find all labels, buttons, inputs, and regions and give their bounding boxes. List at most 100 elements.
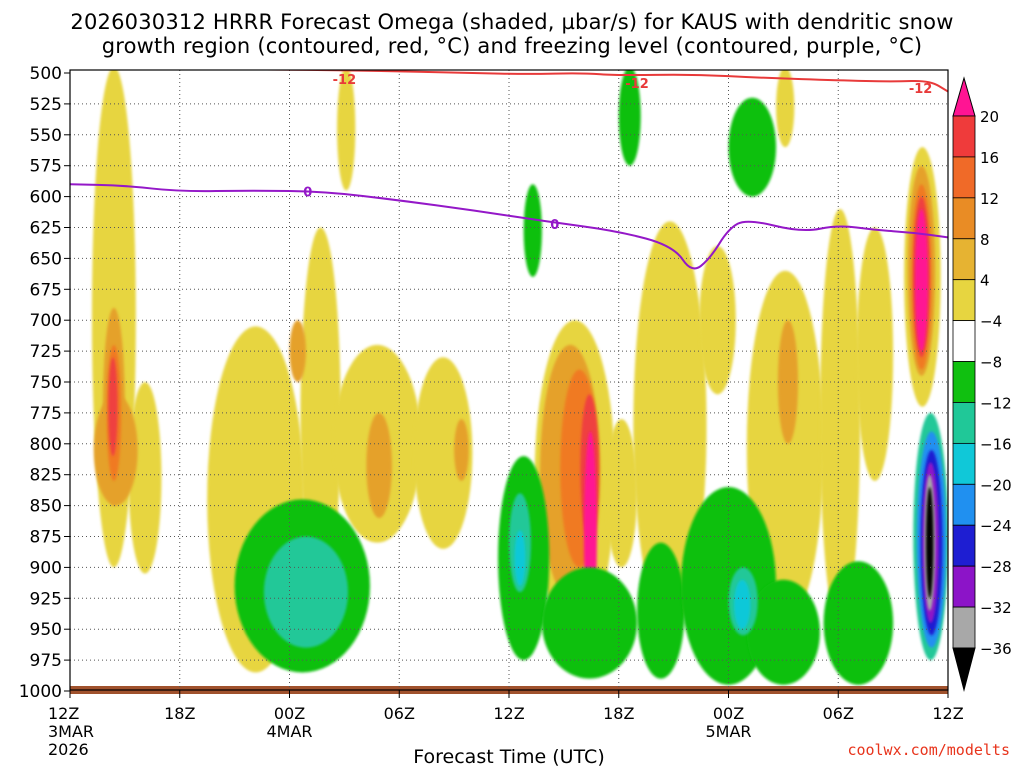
colorbar-segment xyxy=(952,197,976,240)
chart-title-line1: 2026030312 HRRR Forecast Omega (shaded, … xyxy=(70,10,954,34)
y-tick-label: 800 xyxy=(30,435,62,455)
omega-region xyxy=(541,567,638,679)
x-axis-label: Forecast Time (UTC) xyxy=(413,746,604,768)
x-tick-date: 4MAR xyxy=(266,722,312,741)
omega-region xyxy=(746,579,820,685)
y-tick-label: 550 xyxy=(30,126,62,146)
colorbar-segment xyxy=(952,483,976,526)
omega-region xyxy=(819,208,861,630)
colorbar: 20 16 12 8 4 −4 −8 −12 −16 −20 −24 −28 −32 −36 xyxy=(952,76,1012,692)
colorbar-label: −4 xyxy=(980,313,1002,331)
x-tick-label: 18Z xyxy=(603,704,634,723)
omega-region xyxy=(514,530,526,586)
y-tick-label: 750 xyxy=(30,373,62,393)
colorbar-label: −12 xyxy=(980,394,1012,412)
y-tick-label: 525 xyxy=(30,95,62,115)
omega-region xyxy=(637,542,685,679)
omega-region xyxy=(728,97,777,197)
omega-region xyxy=(263,536,349,648)
colorbar-top-arrow xyxy=(952,76,976,117)
contour-label: 0 xyxy=(303,186,312,201)
omega-region xyxy=(337,70,356,191)
y-tick-label: 900 xyxy=(30,558,62,578)
y-tick-label: 850 xyxy=(30,497,62,517)
colorbar-label: 12 xyxy=(980,190,999,208)
omega-region xyxy=(128,382,162,574)
omega-region xyxy=(633,221,707,630)
colorbar-label: −24 xyxy=(980,517,1012,535)
colorbar-label: 8 xyxy=(980,231,990,249)
chart-title-line2: growth region (contoured, red, °C) and f… xyxy=(101,34,923,58)
y-tick-label: 775 xyxy=(30,404,62,424)
omega-region xyxy=(605,419,638,568)
x-tick-label: 06Z xyxy=(384,704,415,723)
x-tick-label: 00Z xyxy=(713,704,744,723)
x-tick-label: 12Z xyxy=(493,704,524,723)
y-tick-label: 975 xyxy=(30,651,62,671)
y-tick-label: 575 xyxy=(30,157,62,177)
contour-label: 0 xyxy=(550,218,559,233)
colorbar-segment xyxy=(952,279,976,322)
omega-region xyxy=(108,357,118,457)
omega-region xyxy=(856,227,894,481)
omega-region xyxy=(776,70,795,148)
colorbar-label: −20 xyxy=(980,476,1012,494)
x-tick-label: 06Z xyxy=(823,704,854,723)
x-tick-label: 00Z xyxy=(274,704,305,723)
watermark: coolwx.com/modelts xyxy=(847,741,1010,759)
colorbar-label: −36 xyxy=(980,640,1012,658)
colorbar-segment xyxy=(952,565,976,608)
colorbar-label: 4 xyxy=(980,272,990,290)
colorbar-segment xyxy=(952,238,976,281)
omega-region xyxy=(618,70,641,166)
colorbar-label: −32 xyxy=(980,599,1012,617)
y-tick-label: 1000 xyxy=(19,682,62,702)
omega-region xyxy=(915,208,928,352)
y-tick-label: 600 xyxy=(30,188,62,208)
colorbar-segment xyxy=(952,320,976,362)
omega-region xyxy=(454,419,469,481)
contour-label: -12 xyxy=(625,77,649,92)
colorbar-label: −16 xyxy=(980,435,1012,453)
colorbar-label: −28 xyxy=(980,558,1012,576)
colorbar-segment xyxy=(952,524,976,567)
omega-region xyxy=(699,246,736,395)
colorbar-label: −8 xyxy=(980,354,1002,372)
colorbar-label: 16 xyxy=(980,149,999,167)
omega-region xyxy=(413,357,473,549)
y-axis: 500 525 550 575 600 625 650 675 700 725 750 775 800 8… xyxy=(19,64,70,702)
y-tick-label: 700 xyxy=(30,311,62,331)
colorbar-segment xyxy=(952,442,976,485)
y-tick-label: 650 xyxy=(30,249,62,269)
colorbar-segment xyxy=(952,115,976,158)
colorbar-bottom-arrow xyxy=(952,647,976,692)
contour-label: -12 xyxy=(909,82,933,97)
colorbar-segment xyxy=(952,361,976,403)
colorbar-label: 20 xyxy=(980,108,999,126)
y-tick-label: 675 xyxy=(30,280,62,300)
colorbar-segment xyxy=(952,156,976,199)
y-tick-label: 625 xyxy=(30,219,62,239)
x-tick-label: 12Z xyxy=(48,704,79,723)
omega-region xyxy=(823,561,894,685)
omega-region xyxy=(366,412,392,518)
y-tick-label: 825 xyxy=(30,466,62,486)
y-tick-label: 875 xyxy=(30,528,62,548)
x-tick-label: 12Z xyxy=(932,704,963,723)
omega-shading xyxy=(91,70,948,685)
x-tick-date: 5MAR xyxy=(705,722,751,741)
omega-region xyxy=(289,320,306,382)
y-tick-label: 725 xyxy=(30,342,62,362)
contour-labels: -12 -12 -12 0 0 xyxy=(303,73,933,233)
freezing-level-contour xyxy=(70,183,948,270)
omega-region xyxy=(733,579,751,630)
x-tick-date: 3MAR xyxy=(48,722,94,741)
temperature-contours xyxy=(70,70,948,270)
y-tick-label: 925 xyxy=(30,589,62,609)
omega-region xyxy=(523,184,542,277)
colorbar-segment xyxy=(952,402,976,444)
dendritic-snow-growth-contour xyxy=(176,70,948,93)
contour-label: -12 xyxy=(333,73,357,88)
